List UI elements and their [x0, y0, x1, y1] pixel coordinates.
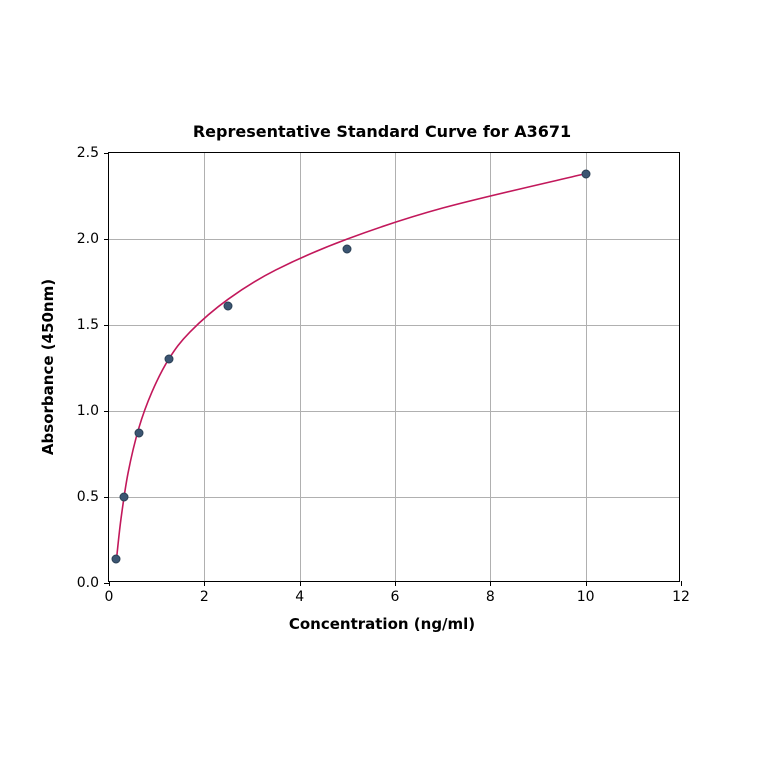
fit-curve — [109, 153, 679, 581]
y-tick-label: 2.5 — [77, 145, 99, 161]
x-tick — [490, 581, 491, 586]
data-point — [581, 169, 590, 178]
data-point — [164, 355, 173, 364]
x-tick-label: 0 — [105, 589, 114, 605]
x-tick-label: 10 — [577, 589, 595, 605]
x-tick — [204, 581, 205, 586]
data-point — [224, 302, 233, 311]
x-tick-label: 2 — [200, 589, 209, 605]
x-axis-label: Concentration (ng/ml) — [289, 615, 475, 633]
x-tick-label: 4 — [295, 589, 304, 605]
x-tick — [395, 581, 396, 586]
x-tick — [300, 581, 301, 586]
x-tick-label: 6 — [391, 589, 400, 605]
chart-title: Representative Standard Curve for A3671 — [193, 122, 571, 141]
data-point — [343, 245, 352, 254]
y-tick — [104, 153, 109, 154]
x-tick — [109, 581, 110, 586]
data-point — [112, 554, 121, 563]
x-tick-label: 12 — [672, 589, 690, 605]
x-tick — [586, 581, 587, 586]
data-point — [119, 493, 128, 502]
data-point — [134, 429, 143, 438]
y-axis-label: Absorbance (450nm) — [39, 279, 57, 455]
y-tick — [104, 411, 109, 412]
y-tick — [104, 497, 109, 498]
y-tick-label: 2.0 — [77, 231, 99, 247]
plot-area: 0246810120.00.51.01.52.02.5 — [108, 152, 680, 582]
y-tick-label: 1.5 — [77, 317, 99, 333]
y-tick-label: 0.5 — [77, 489, 99, 505]
chart-container: 0246810120.00.51.01.52.02.5 — [108, 152, 680, 582]
x-tick-label: 8 — [486, 589, 495, 605]
y-tick-label: 0.0 — [77, 575, 99, 591]
y-tick — [104, 239, 109, 240]
y-tick — [104, 325, 109, 326]
y-tick — [104, 583, 109, 584]
x-tick — [681, 581, 682, 586]
y-tick-label: 1.0 — [77, 403, 99, 419]
